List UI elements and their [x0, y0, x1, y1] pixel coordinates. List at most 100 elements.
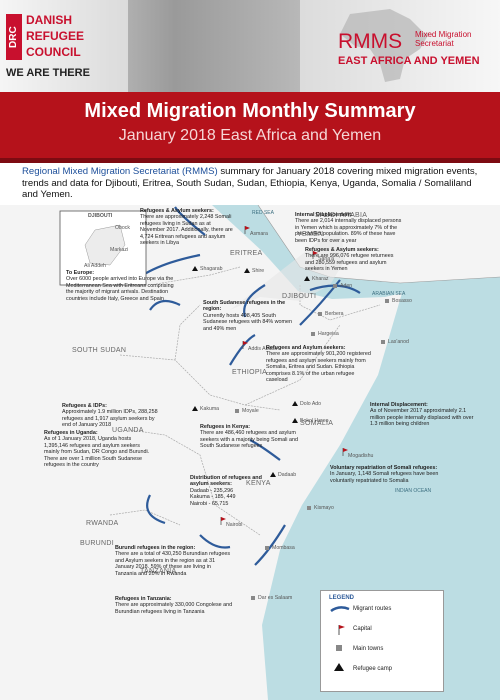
camp-icon	[192, 266, 198, 271]
migrant-route	[174, 206, 206, 236]
camp-icon	[270, 472, 276, 477]
intro: Regional Mixed Migration Secretariat (RM…	[22, 166, 482, 201]
map-shapes	[0, 205, 500, 700]
callout-title: Internal Displacement:	[370, 402, 428, 408]
town-label: Kismayo	[314, 505, 334, 511]
town-icon	[381, 340, 385, 344]
legend: LEGEND Migrant routes Capital Main towns Ref…	[320, 590, 444, 692]
capital-icon	[245, 226, 250, 230]
country-label: SOMALIA	[300, 420, 334, 427]
inset-town: Ali Addeh	[84, 263, 106, 269]
rmms-logo: RMMS	[338, 30, 403, 53]
legend-title: LEGEND	[329, 595, 355, 601]
callout-title: Burundi refugees in the region:	[115, 545, 196, 551]
migrant-route	[243, 284, 266, 318]
org-name: REFUGEE	[26, 29, 85, 43]
country-label: YEMEN	[297, 231, 324, 238]
town-label: Kharaz	[312, 276, 329, 282]
camp-icon	[244, 268, 250, 273]
callout-text: There are 2,014 internally displaced per…	[295, 218, 402, 244]
rmms-full: Mixed Migration	[415, 30, 472, 39]
migrant-route	[149, 299, 181, 311]
callout: Refugees in Tanzania: There are approxima…	[115, 596, 237, 615]
capital-icon	[243, 341, 248, 345]
legend-camp	[334, 663, 344, 671]
callout: Refugees & Asylum seekers: There are 996,…	[305, 247, 401, 273]
country-label: SAUDI ARABIA	[315, 212, 368, 219]
callout-line: Kakuma - 185, 449	[190, 494, 236, 501]
intro-text: summary for January 2018 covering mixed …	[22, 166, 478, 200]
town-label: Addis Ababa	[248, 346, 278, 352]
town-icon	[318, 312, 322, 316]
callout: South Sudanese refugees in the region: Cu…	[203, 300, 299, 332]
banner	[0, 92, 500, 163]
town-icon	[235, 409, 239, 413]
callout: Refugees & IDPs: Approximately 1.9 millio…	[62, 403, 158, 429]
callout-line: Nairobi - 65,715	[190, 500, 229, 507]
migrant-route	[249, 439, 281, 461]
callout: Refugees in Uganda: As of 1 January 2018,…	[44, 430, 156, 468]
callout: Internal Displacement: As of November 201…	[370, 402, 482, 428]
callout-text: In January, 1,148 Somali refugees have b…	[330, 471, 439, 484]
callout-title: South Sudanese refugees in the region:	[203, 300, 286, 313]
callout-text: As of 1 January 2018, Uganda hosts 1,395…	[44, 436, 150, 469]
callout-text: Currently hosts 408,405 South Sudanese r…	[203, 312, 293, 332]
sea-label: ARABIAN SEA	[372, 291, 406, 297]
town-label: Las'anod	[388, 339, 409, 345]
town-label: Dolo Ado	[300, 401, 322, 407]
country-label: SOUTH SUDAN	[72, 347, 127, 354]
town-label: Dar es Salaam	[258, 595, 293, 601]
callout-text: As of November 2017 approximately 2.1 mi…	[370, 408, 474, 428]
callout-text: Approximately 1.9 million IDPs, 288,258 …	[62, 409, 158, 429]
town-label: Shagarab	[200, 266, 223, 272]
callout-title: Refugees in Kenya:	[200, 424, 251, 430]
intro-lead: Regional Mixed Migration Secretariat (RM…	[22, 166, 218, 177]
legend-item: Migrant routes	[353, 606, 392, 612]
callout-title: Refugees in Uganda:	[44, 430, 98, 436]
capital-icon	[313, 251, 318, 255]
town-label: Berbera	[325, 311, 344, 317]
org-name: COUNCIL	[26, 45, 81, 59]
capital-icon	[343, 448, 348, 452]
camp-icon	[304, 276, 310, 281]
town-label: Moyale	[242, 408, 259, 414]
migrant-route	[229, 334, 256, 366]
camp-icon	[292, 418, 298, 423]
camp-icon	[192, 406, 198, 411]
country-label: UGANDA	[112, 427, 144, 434]
town-label: Shire	[252, 268, 265, 274]
sea	[212, 205, 500, 700]
country-label: KENYA	[246, 480, 271, 487]
town-label: Bosasso	[392, 298, 412, 304]
town-label: Bokol Hareo	[300, 418, 329, 424]
capital-icon	[221, 517, 226, 521]
town-label: Asmara	[250, 231, 268, 237]
callout-title: Refugees & IDPs:	[62, 403, 107, 409]
callout-title: Distribution of refugees and asylum seek…	[190, 475, 262, 488]
town-icon	[251, 596, 255, 600]
town-label: Dadaab	[278, 472, 297, 478]
legend-item: Refugee camp	[353, 666, 393, 672]
callout: Internal Displacement: There are 2,014 in…	[295, 212, 407, 244]
callout-title: To Europe:	[66, 270, 95, 276]
callout-text: There are approximately 2,248 Somali ref…	[140, 214, 233, 247]
town-icon	[307, 506, 311, 510]
callout-text: There are approximately 330,000 Congoles…	[115, 602, 233, 615]
migrant-route	[309, 284, 361, 294]
town-icon	[311, 332, 315, 336]
town-label: Nairobi	[226, 522, 243, 528]
town-label: Sana'a	[318, 256, 334, 262]
sea-label: RED SEA	[252, 210, 274, 216]
org-name: DANISH	[26, 13, 73, 27]
callout: Refugees in Kenya: There are 486,460 refu…	[200, 424, 312, 450]
country-label: ETHIOPIA	[232, 369, 268, 376]
camp-icon	[292, 401, 298, 406]
legend-town	[336, 645, 342, 651]
town-label: Hargeisa	[318, 331, 339, 337]
sea-label: INDIAN OCEAN	[395, 488, 432, 494]
callout: Distribution of refugees and asylum seek…	[190, 475, 268, 507]
legend-route	[330, 606, 350, 613]
legend-item: Main towns	[353, 646, 384, 652]
country-label: TANZANIA	[140, 568, 177, 575]
town-label: Mombasa	[272, 545, 295, 551]
